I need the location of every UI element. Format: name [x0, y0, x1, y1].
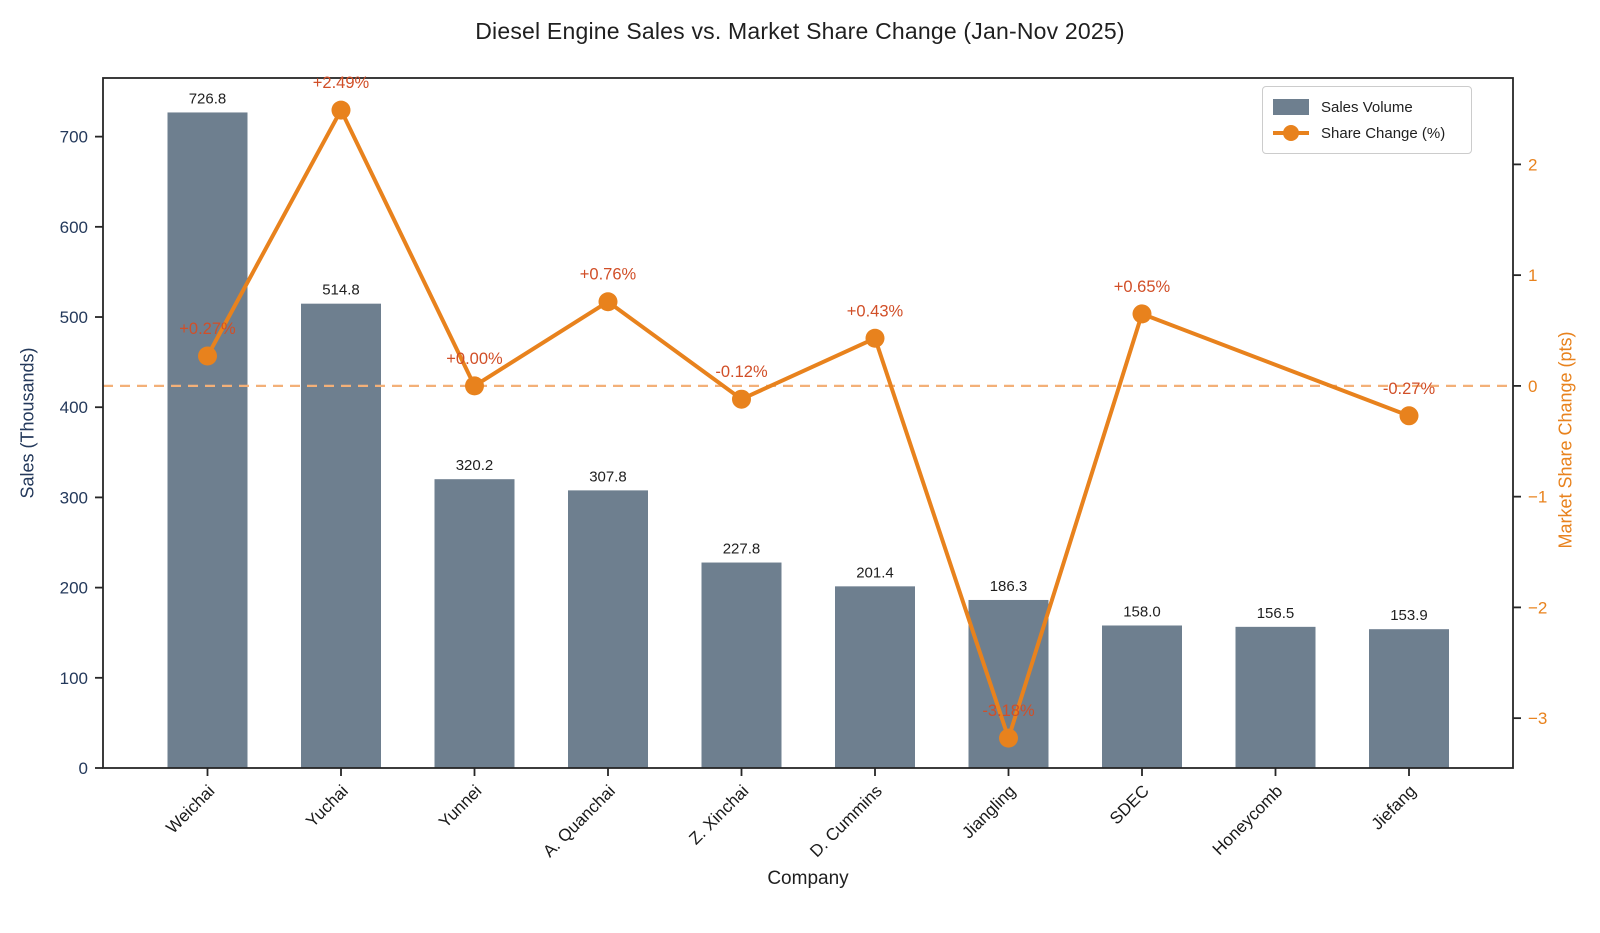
- y-left-tick-label-700: 700: [60, 128, 88, 147]
- bar-value-label-sdec: 158.0: [1123, 603, 1161, 620]
- marker-d-cummins: [865, 328, 885, 348]
- legend-item-share-change: Share Change (%): [1273, 121, 1459, 145]
- marker-sdec: [1132, 304, 1152, 324]
- x-tick-label-jiefang: Jiefang: [1368, 781, 1420, 833]
- bar-yunnei: [434, 479, 515, 768]
- legend-label-sales-volume: Sales Volume: [1321, 98, 1413, 116]
- y-right-tick-label--1: −1: [1528, 488, 1547, 507]
- x-tick-label-a-quanchai: A. Quanchai: [539, 781, 619, 861]
- share-annotation-jiefang: -0.27%: [1383, 380, 1436, 398]
- x-tick-label-honeycomb: Honeycomb: [1209, 781, 1287, 859]
- bar-value-label-jiefang: 153.9: [1390, 607, 1428, 624]
- bar-value-label-yunnei: 320.2: [456, 457, 494, 474]
- share-annotation-sdec: +0.65%: [1114, 278, 1171, 296]
- x-tick-label-yuchai: Yuchai: [302, 781, 352, 831]
- y-left-tick-label-200: 200: [60, 579, 88, 598]
- bar-z-xinchai: [701, 562, 782, 768]
- y-left-tick-label-600: 600: [60, 218, 88, 237]
- bar-value-label-a-quanchai: 307.8: [589, 468, 627, 485]
- bar-value-label-honeycomb: 156.5: [1257, 605, 1295, 622]
- plot-border: [102, 77, 1514, 769]
- y-right-tick-label--2: −2: [1528, 598, 1547, 617]
- marker-weichai: [198, 346, 217, 366]
- y-left-tick-label-500: 500: [60, 308, 88, 327]
- share-change-marker-icon: [1283, 125, 1299, 141]
- x-tick-label-weichai: Weichai: [162, 781, 218, 837]
- x-tick-label-jiangling: Jiangling: [958, 781, 1019, 842]
- share-annotation-jiangling: -3.18%: [982, 702, 1035, 720]
- bar-a-quanchai: [568, 490, 648, 768]
- x-axis-label: Company: [767, 868, 849, 889]
- share-annotation-a-quanchai: +0.76%: [580, 266, 637, 284]
- y-left-tick-label-300: 300: [60, 488, 88, 507]
- share-change-line: [205, 108, 1411, 741]
- x-tick-label-z-xinchai: Z. Xinchai: [685, 781, 752, 848]
- marker-yunnei: [465, 376, 484, 396]
- marker-a-quanchai: [598, 292, 618, 312]
- bar-sdec: [1102, 625, 1182, 768]
- y-right-tick-label--3: −3: [1528, 709, 1547, 728]
- bar-jiefang: [1369, 629, 1449, 768]
- marker-z-xinchai: [732, 389, 751, 409]
- legend-label-share-change: Share Change (%): [1321, 124, 1446, 142]
- share-annotation-d-cummins: +0.43%: [847, 302, 904, 320]
- bar-honeycomb: [1235, 626, 1316, 768]
- bar-value-label-d-cummins: 201.4: [856, 564, 894, 581]
- y-left-tick-label-0: 0: [79, 759, 88, 778]
- sales-volume-swatch: [1273, 99, 1309, 115]
- marker-yuchai: [331, 100, 351, 120]
- bar-value-label-jiangling: 186.3: [990, 578, 1028, 595]
- y-right-tick-label-2: 2: [1528, 155, 1537, 174]
- bar-value-label-z-xinchai: 227.8: [723, 541, 761, 558]
- y-right-tick-label-1: 1: [1528, 266, 1537, 285]
- share-annotation-yunnei: +0.00%: [446, 350, 503, 368]
- chart-title: Diesel Engine Sales vs. Market Share Cha…: [475, 18, 1125, 44]
- share-annotation-weichai: +0.27%: [179, 320, 236, 338]
- y-right-tick-label-0: 0: [1528, 377, 1537, 396]
- share-annotation-z-xinchai: -0.12%: [715, 363, 768, 381]
- bar-yuchai: [301, 303, 381, 768]
- x-tick-label-d-cummins: D. Cummins: [806, 781, 886, 861]
- bar-d-cummins: [835, 586, 915, 768]
- bar-value-label-weichai: 726.8: [189, 90, 227, 107]
- bar-weichai: [167, 112, 248, 769]
- share-change-line-swatch: [1273, 125, 1309, 141]
- legend: Sales Volume Share Change (%): [1262, 86, 1472, 154]
- x-tick-label-sdec: SDEC: [1106, 781, 1153, 828]
- x-tick-label-yunnei: Yunnei: [435, 781, 485, 831]
- share-annotation-yuchai: +2.49%: [313, 74, 370, 92]
- bar-value-label-yuchai: 514.8: [322, 282, 360, 299]
- marker-jiefang: [1399, 406, 1419, 426]
- y-left-tick-label-400: 400: [60, 398, 88, 417]
- legend-item-sales-volume: Sales Volume: [1273, 95, 1459, 119]
- marker-jiangling: [999, 728, 1018, 748]
- y-left-tick-label-100: 100: [60, 669, 88, 688]
